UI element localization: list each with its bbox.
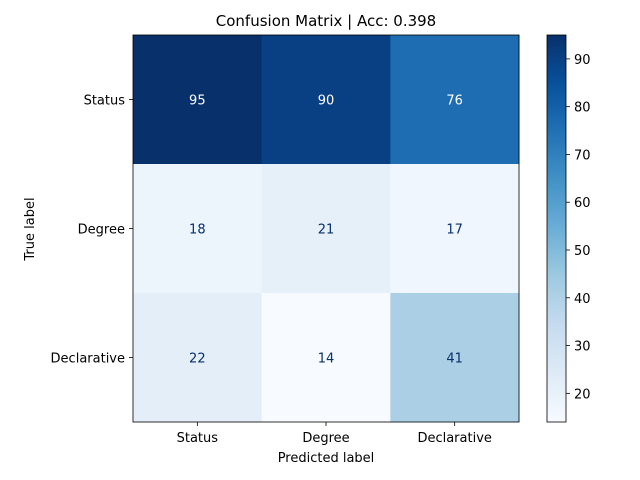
colorbar-tick-label: 50 [574, 244, 591, 259]
heatmap-cell [261, 293, 391, 423]
heatmap-cell [133, 164, 263, 294]
colorbar-tick-label: 70 [574, 148, 591, 163]
heatmap-cells [133, 35, 520, 423]
cell-value-label: 17 [446, 223, 463, 238]
chart-title: Confusion Matrix | Acc: 0.398 [216, 12, 436, 30]
heatmap-cell [390, 164, 520, 294]
cell-value-label: 76 [446, 94, 463, 109]
y-axis-title: True label [23, 197, 38, 261]
y-tick-label: Degree [78, 223, 125, 238]
heatmap-cell [261, 164, 391, 294]
cell-value-label: 14 [318, 352, 335, 367]
colorbar-tick-label: 20 [574, 387, 591, 402]
cell-value-label: 90 [318, 94, 335, 109]
cell-value-label: 41 [446, 352, 463, 367]
cell-value-label: 18 [189, 223, 206, 238]
cell-value-label: 22 [189, 352, 206, 367]
x-tick-label: Degree [302, 431, 349, 446]
x-axis-ticks: Status Degree Declarative [177, 422, 492, 446]
heatmap-cell [390, 293, 520, 423]
colorbar-tick-label: 60 [574, 196, 591, 211]
heatmap-cell [133, 35, 263, 165]
x-tick-label: Status [177, 431, 219, 446]
heatmap-cell [133, 293, 263, 423]
colorbar [546, 34, 567, 423]
x-tick-label: Declarative [417, 431, 491, 446]
heatmap-cell [390, 35, 520, 165]
colorbar-tick-label: 30 [574, 340, 591, 355]
y-axis-ticks: Status Degree Declarative [51, 94, 133, 367]
colorbar-tick-label: 80 [574, 101, 591, 116]
colorbar-tick-label: 40 [574, 292, 591, 307]
cell-value-label: 95 [189, 94, 206, 109]
colorbar-tick-label: 90 [574, 53, 591, 68]
heatmap-cell [261, 35, 391, 165]
colorbar-ticks: 20 30 40 50 60 70 80 90 [566, 53, 591, 402]
y-tick-label: Declarative [51, 352, 125, 367]
y-tick-label: Status [84, 94, 126, 109]
cell-value-labels: 95 90 76 18 21 17 22 14 41 [189, 94, 463, 367]
cell-value-label: 21 [318, 223, 335, 238]
x-axis-title: Predicted label [278, 451, 375, 466]
